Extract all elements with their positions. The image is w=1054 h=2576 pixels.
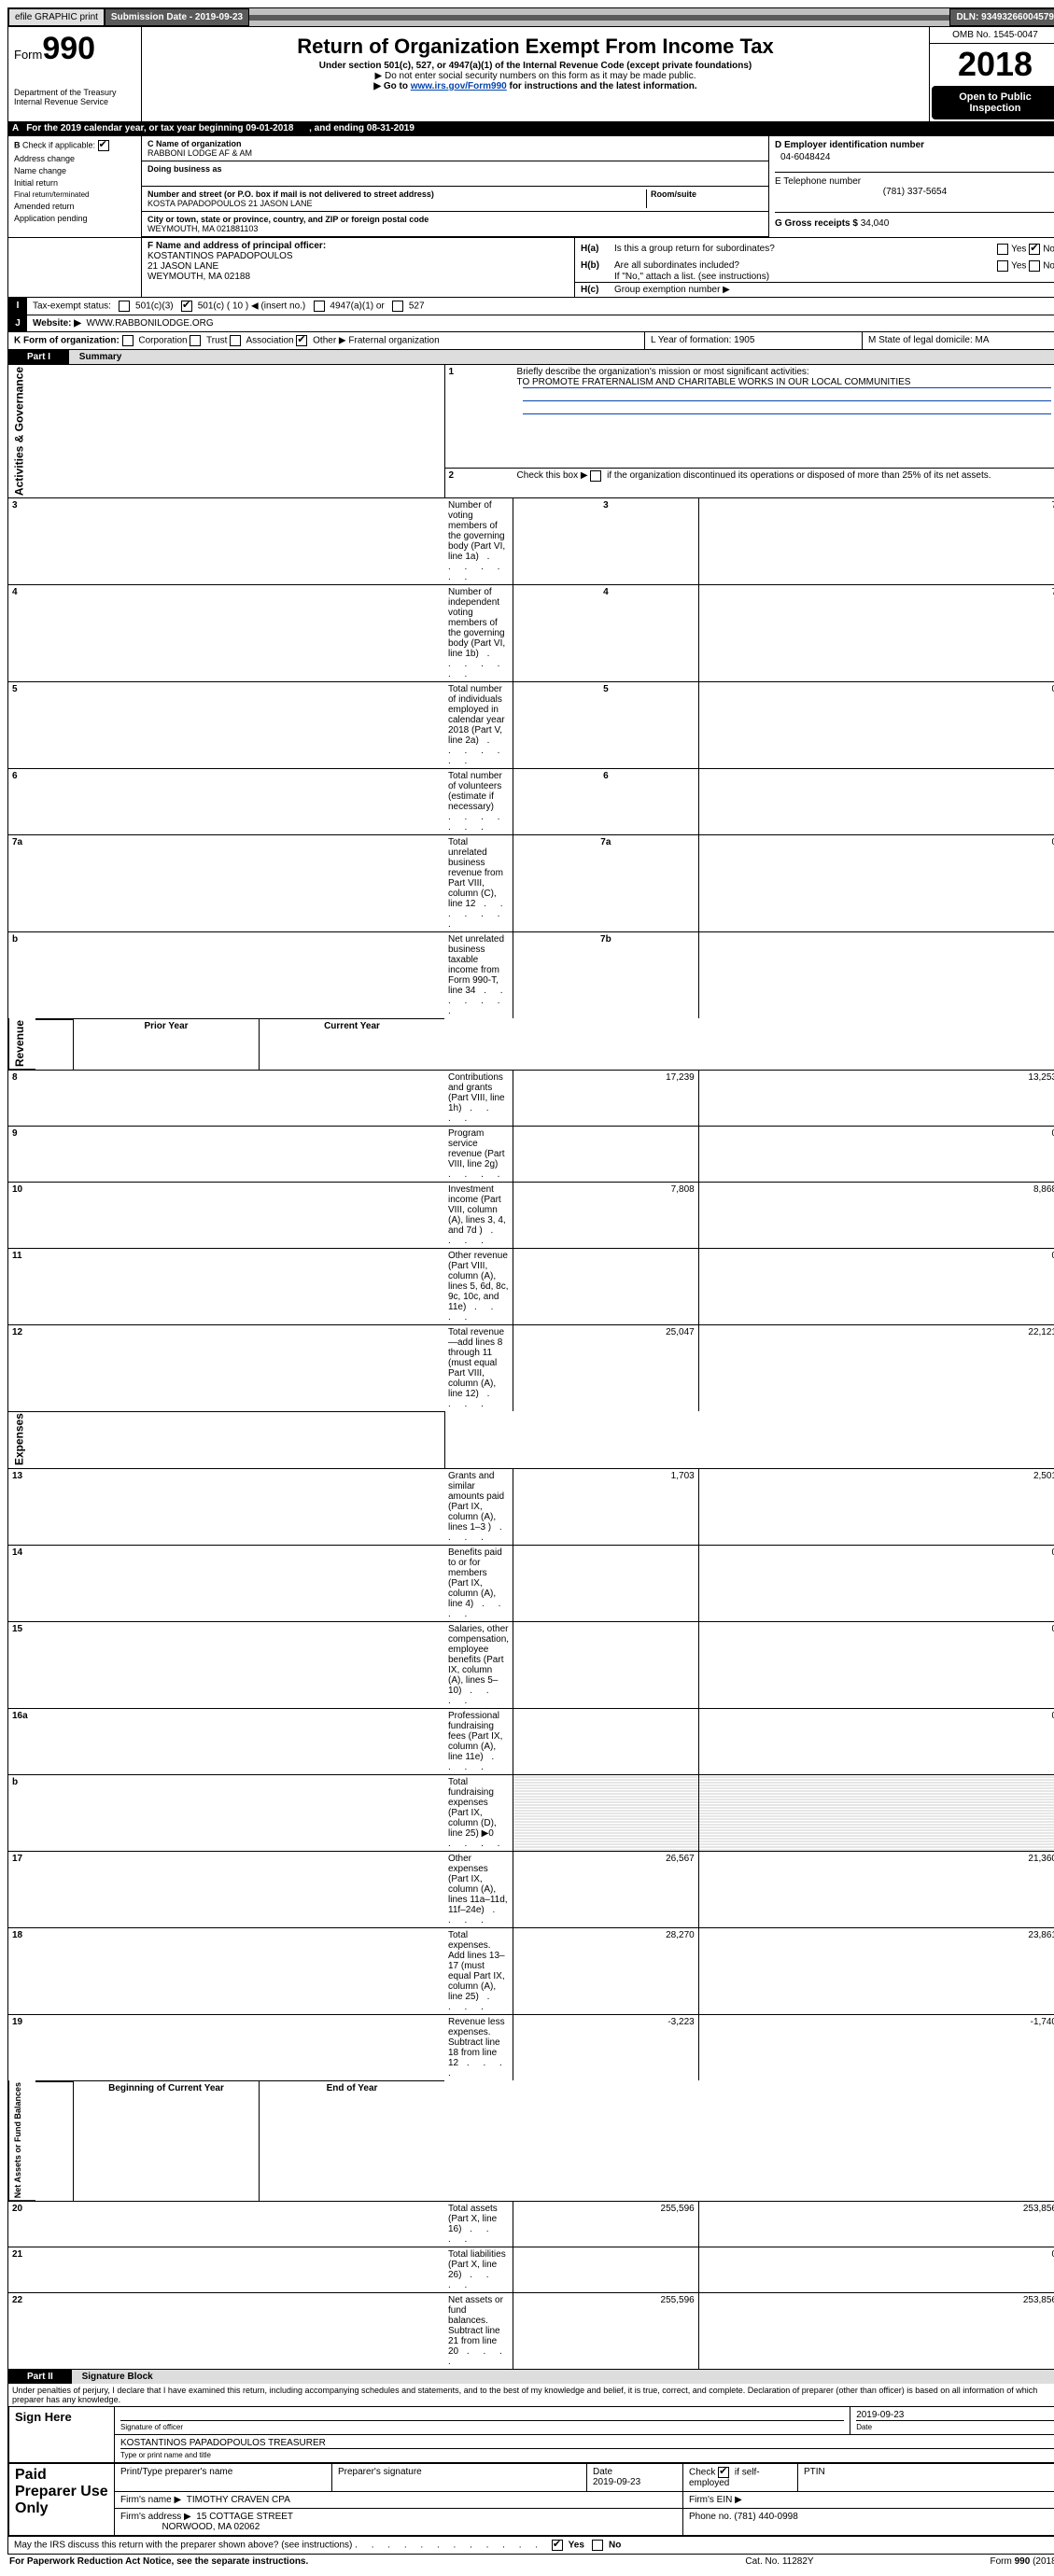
ein: 04-6048424: [775, 150, 1054, 172]
submission-date: Submission Date - 2019-09-23: [105, 8, 249, 26]
gross-receipts: 34,040: [861, 218, 890, 229]
page-footer: For Paperwork Reduction Act Notice, see …: [7, 2555, 1054, 2569]
part-ii-header: Part II Signature Block: [8, 2369, 1054, 2384]
perjury-statement: Under penalties of perjury, I declare th…: [8, 2384, 1054, 2406]
section-a: A For the 2019 calendar year, or tax yea…: [8, 121, 1054, 135]
summary-table: Activities & Governance 1 Briefly descri…: [8, 364, 1054, 2369]
org-city: WEYMOUTH, MA 021881103: [148, 224, 258, 233]
discuss-yes[interactable]: [552, 2540, 563, 2551]
dln: DLN: 93493266004579: [949, 8, 1054, 26]
form-title: Return of Organization Exempt From Incom…: [148, 35, 923, 59]
form-header: Form990 Department of the Treasury Inter…: [8, 27, 1054, 121]
note1: Do not enter social security numbers on …: [385, 71, 696, 81]
public-inspection-badge: Open to Public Inspection: [932, 86, 1054, 119]
section-b: B Check if applicable: Address change Na…: [8, 136, 142, 237]
phone: (781) 337-5654: [775, 187, 1054, 197]
tax-year: 2018: [930, 44, 1054, 84]
dept-info: Department of the Treasury Internal Reve…: [14, 88, 135, 106]
form-prefix: Form: [14, 48, 42, 62]
discuss-row: May the IRS discuss this return with the…: [8, 2536, 1054, 2554]
discuss-no[interactable]: [592, 2540, 603, 2551]
tax-exempt-status: Tax-exempt status: 501(c)(3) 501(c) ( 10…: [27, 298, 1054, 315]
hb-yes[interactable]: [997, 260, 1008, 272]
form-number: 990: [42, 31, 95, 66]
part-i-header: Part I Summary: [8, 349, 1054, 364]
org-address: KOSTA PAPADOPOULOS 21 JASON LANE: [148, 199, 313, 208]
hb-no[interactable]: [1029, 260, 1040, 272]
website: WWW.RABBONILODGE.ORG: [87, 318, 214, 329]
ha-no[interactable]: [1029, 244, 1040, 255]
paid-preparer-block: Paid Preparer Use Only Print/Type prepar…: [8, 2463, 1054, 2536]
top-bar: efile GRAPHIC print Submission Date - 20…: [7, 7, 1054, 27]
b-check-0[interactable]: [98, 140, 109, 151]
efile-btn[interactable]: efile GRAPHIC print: [8, 8, 105, 26]
sign-here-block: Sign Here Signature of officer 2019-09-2…: [8, 2406, 1054, 2463]
ha-yes[interactable]: [997, 244, 1008, 255]
omb-number: OMB No. 1545-0047: [930, 27, 1054, 44]
form-subtitle: Under section 501(c), 527, or 4947(a)(1)…: [148, 61, 923, 71]
irs-link[interactable]: www.irs.gov/Form990: [411, 81, 507, 91]
org-name: RABBONI LODGE AF & AM: [148, 148, 252, 158]
